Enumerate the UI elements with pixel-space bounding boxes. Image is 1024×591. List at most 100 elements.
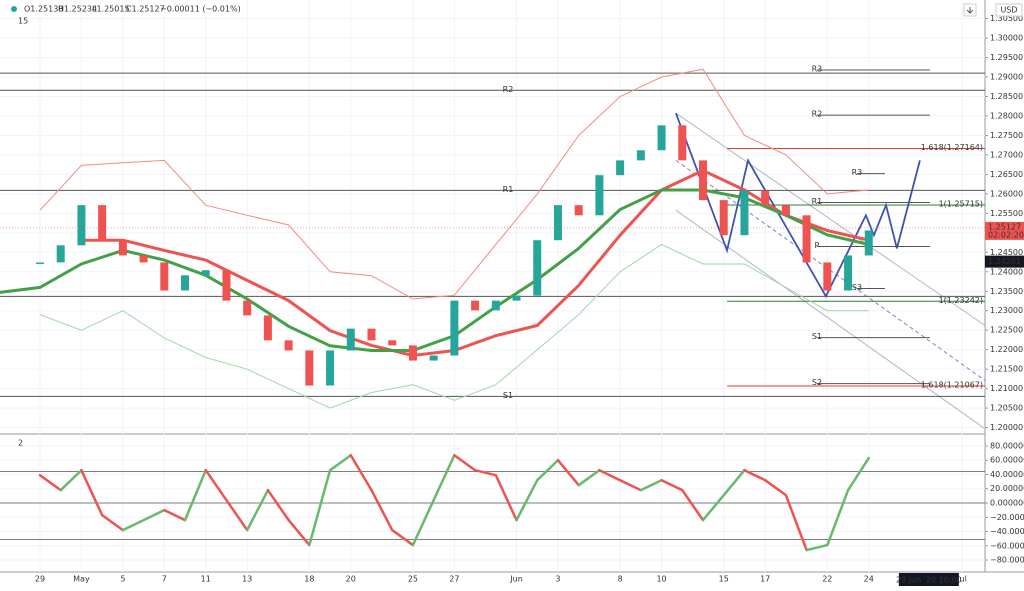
oscillator-segment bbox=[142, 508, 166, 522]
candle bbox=[491, 300, 500, 311]
oscillator-segment bbox=[639, 478, 663, 492]
candle bbox=[574, 205, 583, 216]
scale-icon bbox=[966, 7, 974, 14]
oscillator-segment bbox=[577, 468, 601, 487]
x-tick-label: 11 bbox=[201, 575, 211, 584]
oscillator-pane bbox=[0, 445, 985, 561]
oscillator-segment bbox=[204, 468, 228, 502]
pivot-label: R3 bbox=[812, 65, 823, 74]
pivot-label: R1 bbox=[812, 197, 823, 206]
y-tick-label: 1.30000 bbox=[990, 34, 1023, 43]
oscillator-segment bbox=[805, 543, 829, 552]
ohlc-value: H1.25234 bbox=[58, 5, 97, 14]
indicator-line bbox=[81, 168, 870, 358]
candle bbox=[761, 190, 770, 206]
price-change: −0.00011 (−0.01%) bbox=[160, 5, 241, 14]
oscillator-segment bbox=[349, 453, 373, 492]
oscillator-segment bbox=[266, 488, 290, 522]
candle bbox=[719, 200, 728, 236]
y-tick-label: 1.26500 bbox=[990, 170, 1023, 179]
pivot-label: R2 bbox=[503, 85, 514, 94]
drawing-line bbox=[675, 112, 921, 299]
candle bbox=[367, 328, 376, 341]
y-tick-label: 0.000000 bbox=[990, 499, 1024, 508]
y-tick-label: 1.26000 bbox=[990, 189, 1023, 198]
oscillator-segment bbox=[515, 478, 539, 522]
x-tick-label: Jun bbox=[509, 575, 523, 584]
oscillator-segment bbox=[432, 453, 456, 502]
x-tick-label: 27 bbox=[449, 575, 459, 584]
y-tick-label: 1.20000 bbox=[990, 423, 1023, 432]
y-tick-label: 1.27000 bbox=[990, 150, 1023, 159]
x-tick-label: 25 bbox=[408, 575, 418, 584]
oscillator-segment bbox=[701, 493, 725, 522]
candle bbox=[657, 125, 666, 151]
oscillator-legend: 2 bbox=[18, 439, 23, 448]
oscillator-segment bbox=[390, 528, 415, 547]
oscillator-segment bbox=[308, 468, 332, 547]
x-tick-label: 15 bbox=[719, 575, 729, 584]
indicator-line bbox=[39, 243, 869, 409]
y-tick-label: 1.24500 bbox=[990, 248, 1023, 257]
candle bbox=[408, 345, 417, 361]
x-tick-label: 18 bbox=[304, 575, 314, 584]
y-tick-label: 1.21000 bbox=[990, 384, 1023, 393]
indicator-count: 15 bbox=[18, 17, 28, 26]
last-price-tag bbox=[985, 221, 1024, 240]
fib-label: 1(1.25715) bbox=[939, 199, 983, 208]
oscillator-segment bbox=[225, 498, 249, 532]
candle bbox=[781, 205, 790, 216]
oscillator-segment bbox=[287, 518, 311, 547]
ohlc-value: L1.25015 bbox=[92, 5, 130, 14]
countdown-label: 02:02:20 bbox=[988, 230, 1024, 239]
status-dot bbox=[11, 6, 17, 12]
candle bbox=[512, 295, 521, 301]
oscillator-segment bbox=[245, 488, 270, 532]
oscillator-segment bbox=[370, 488, 394, 532]
x-tick-label: 29 bbox=[35, 575, 45, 584]
ohlc-value: C1.25127 bbox=[126, 5, 165, 14]
pivot-label: S1 bbox=[503, 391, 513, 400]
y-tick-label: −60.000000 bbox=[990, 541, 1024, 550]
y-tick-label: 20.000000 bbox=[990, 484, 1024, 493]
oscillator-segment bbox=[38, 473, 62, 492]
y-tick-label: 1.29000 bbox=[990, 73, 1023, 82]
y-tick-label: 1.23500 bbox=[990, 287, 1023, 296]
candle bbox=[139, 255, 148, 263]
oscillator-segment bbox=[328, 453, 353, 472]
y-tick-label: 60.000000 bbox=[990, 456, 1024, 465]
candle bbox=[181, 275, 190, 291]
candle bbox=[471, 300, 480, 311]
pivot-label: S3 bbox=[852, 283, 862, 292]
pivot-label: S1 bbox=[812, 332, 822, 341]
x-tick-label: 22 bbox=[822, 575, 832, 584]
oscillator-segment bbox=[660, 478, 684, 492]
candle bbox=[35, 262, 44, 264]
candle bbox=[844, 255, 853, 291]
y-tick-label: 1.30500 bbox=[990, 14, 1023, 23]
x-tick-label: 13 bbox=[242, 575, 252, 584]
candle bbox=[56, 245, 65, 263]
candle bbox=[160, 262, 169, 291]
candle bbox=[98, 205, 107, 241]
pivot-label: R2 bbox=[812, 110, 823, 119]
oscillator-segment bbox=[411, 498, 435, 547]
pivot-label: R1 bbox=[503, 185, 514, 194]
candle bbox=[450, 300, 459, 356]
candle bbox=[263, 315, 272, 341]
oscillator-segment bbox=[183, 468, 207, 522]
y-tick-label: 1.23000 bbox=[990, 306, 1023, 315]
candle bbox=[740, 190, 749, 236]
y-tick-label: 1.24000 bbox=[990, 267, 1023, 276]
x-tick-label: 10 bbox=[656, 575, 666, 584]
candle bbox=[533, 240, 542, 296]
crosshair-time-tag bbox=[898, 573, 959, 586]
candle bbox=[118, 240, 127, 256]
candle bbox=[616, 160, 625, 176]
x-tick-label: 7 bbox=[162, 575, 167, 584]
crosshair-price-tag bbox=[985, 255, 1024, 268]
ohlc-value: O1.25138 bbox=[24, 5, 63, 14]
oscillator-segment bbox=[681, 488, 705, 522]
candle bbox=[201, 270, 210, 276]
